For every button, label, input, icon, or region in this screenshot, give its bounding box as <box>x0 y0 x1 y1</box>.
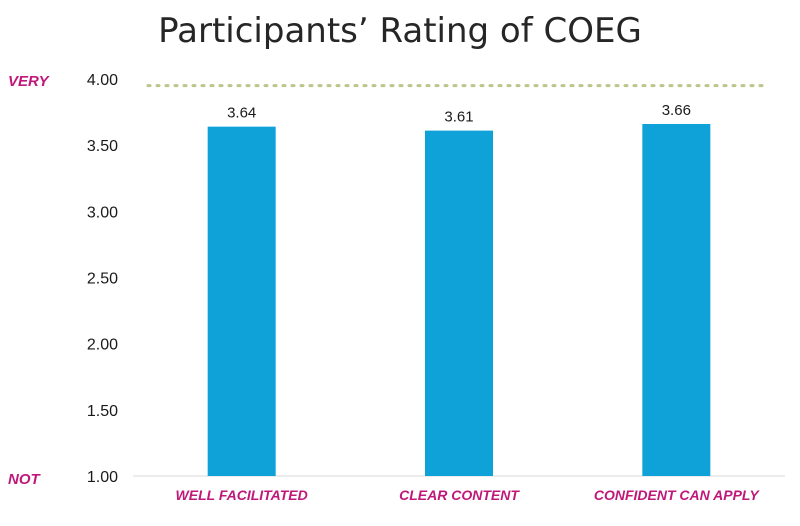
x-tick-label: CLEAR CONTENT <box>399 487 520 503</box>
y-tick-label: 2.00 <box>87 337 118 354</box>
x-axis: WELL FACILITATED CLEAR CONTENT CONFIDENT C… <box>176 487 761 503</box>
chart-title: Participants’ Rating of COEG <box>158 11 642 51</box>
data-label: 3.64 <box>227 105 256 122</box>
bars <box>207 123 711 477</box>
y-tick-label: 3.00 <box>87 204 118 221</box>
bar <box>207 126 276 476</box>
bar <box>425 130 493 477</box>
y-tick-label: 1.50 <box>87 403 118 420</box>
y-tick-label: 3.50 <box>87 138 118 155</box>
data-labels: 3.64 3.61 3.66 <box>227 102 691 126</box>
data-label: 3.61 <box>444 109 473 126</box>
bar <box>642 123 711 476</box>
x-tick-label: WELL FACILITATED <box>176 487 308 503</box>
scale-label-top: VERY <box>8 73 51 90</box>
data-label: 3.66 <box>662 102 691 119</box>
y-tick-label: 4.00 <box>87 72 118 89</box>
x-tick-label: CONFIDENT CAN APPLY <box>594 487 761 503</box>
y-tick-label: 2.50 <box>87 271 118 288</box>
y-tick-label: 1.00 <box>87 469 118 486</box>
y-axis: 1.00 1.50 2.00 2.50 3.00 3.50 4.00 <box>87 72 118 486</box>
scale-label-bottom: NOT <box>8 471 42 488</box>
